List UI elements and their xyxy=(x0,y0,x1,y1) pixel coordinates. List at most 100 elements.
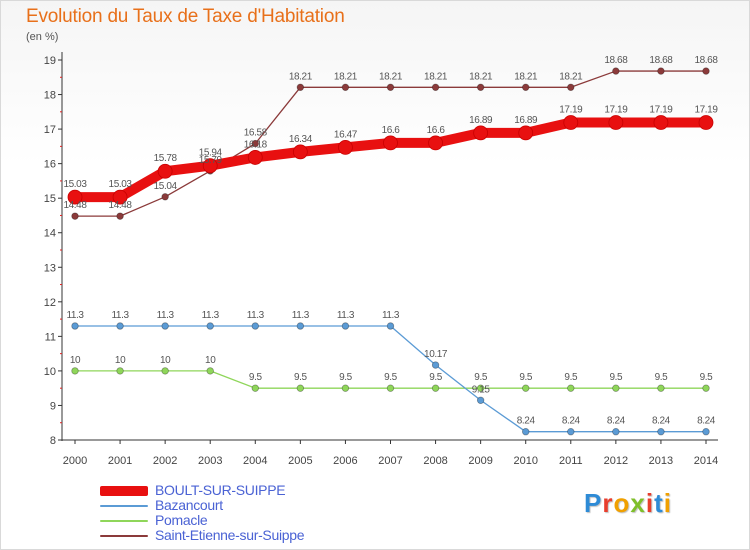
data-label: 9.5 xyxy=(294,372,308,383)
chart-subtitle: (en %) xyxy=(26,31,59,43)
y-tick-label: 12 xyxy=(44,297,56,309)
x-tick-label: 2001 xyxy=(108,455,132,467)
data-label: 15.04 xyxy=(154,181,178,192)
y-tick-label: 17 xyxy=(44,124,56,136)
series-point-1 xyxy=(431,361,440,369)
legend-swatch xyxy=(100,505,148,507)
series-point-3 xyxy=(567,83,575,91)
x-tick-label: 2007 xyxy=(378,455,402,467)
data-label: 11.3 xyxy=(292,310,310,321)
logo-letter: P xyxy=(584,488,603,518)
data-label: 10 xyxy=(205,355,216,366)
series-point-2 xyxy=(567,384,575,392)
data-label: 16.89 xyxy=(469,115,493,126)
x-tick-label: 2006 xyxy=(333,455,357,467)
x-tick-label: 2008 xyxy=(423,455,447,467)
series-point-1 xyxy=(341,322,350,330)
data-label: 8.24 xyxy=(562,416,581,427)
series-point-2 xyxy=(116,367,124,375)
y-tick-label: 10 xyxy=(44,366,56,378)
series-point-2 xyxy=(386,384,395,392)
data-label: 9.5 xyxy=(610,372,624,383)
series-point-2 xyxy=(71,367,79,375)
data-label: 14.48 xyxy=(63,200,87,211)
series-point-1 xyxy=(657,428,665,436)
data-label: 10 xyxy=(70,355,81,366)
y-tick-label: 16 xyxy=(44,159,56,171)
data-labels: 14.48 14.48 15.04 15.79 16.58 18.21 18.21 18.21… xyxy=(63,55,718,427)
data-label: 18.21 xyxy=(514,71,538,82)
data-label: 9.5 xyxy=(249,372,263,383)
legend: BOULT-SUR-SUIPPE Bazancourt Pomacle Saint-E… xyxy=(100,482,360,543)
axes: 8 9 10 11 12 13 14 15 16 17 18 19 2000 2001 2002 2003 20… xyxy=(44,52,718,467)
series-point-3 xyxy=(386,83,395,91)
data-label: 15.03 xyxy=(63,179,87,190)
series-point-0 xyxy=(338,139,353,155)
data-label: 15.94 xyxy=(199,148,223,159)
data-label: 18.21 xyxy=(424,71,448,82)
x-tick-label: 2010 xyxy=(513,455,537,467)
data-label: 8.24 xyxy=(697,416,716,427)
series-point-2 xyxy=(612,384,620,392)
logo-letter: o xyxy=(613,488,631,518)
data-label: 9.5 xyxy=(564,372,578,383)
series-point-2 xyxy=(702,384,710,392)
series-point-2 xyxy=(206,367,214,375)
data-label: 18.21 xyxy=(559,71,583,82)
data-label: 10 xyxy=(160,355,171,366)
series-point-3 xyxy=(296,83,305,91)
data-label: 9.5 xyxy=(339,372,353,383)
data-label: 16.89 xyxy=(514,115,538,126)
data-label: 11.3 xyxy=(337,310,355,321)
y-tick-label: 18 xyxy=(44,90,56,102)
series-point-2 xyxy=(476,384,485,392)
data-label: 18.21 xyxy=(334,71,358,82)
data-label: 18.68 xyxy=(649,55,673,66)
x-tick-label: 2003 xyxy=(198,455,222,467)
data-label: 10.17 xyxy=(424,349,448,360)
series-point-0 xyxy=(292,144,308,160)
data-label: 9.5 xyxy=(474,372,488,383)
data-label: 11.3 xyxy=(202,310,220,321)
series-point-0 xyxy=(563,115,579,130)
series-point-0 xyxy=(518,125,534,141)
series-point-3 xyxy=(522,83,530,91)
series-point-3 xyxy=(657,67,665,75)
logo-letter: r xyxy=(602,488,614,518)
data-label: 11.3 xyxy=(157,310,175,321)
series-point-2 xyxy=(161,367,169,375)
y-tick-label: 19 xyxy=(44,55,56,67)
data-label: 15.79 xyxy=(199,155,223,166)
legend-label: Pomacle xyxy=(155,512,208,528)
data-label: 8.24 xyxy=(607,416,626,427)
series-point-0 xyxy=(473,125,489,141)
series-point-0 xyxy=(653,115,669,130)
data-label: 16.6 xyxy=(382,125,401,136)
proxiti-logo: Proxiti xyxy=(584,488,672,519)
series-point-0 xyxy=(112,189,128,205)
series-point-1 xyxy=(116,322,124,330)
series-point-1 xyxy=(476,396,485,404)
data-label: 9.5 xyxy=(429,372,443,383)
legend-label: BOULT-SUR-SUIPPE xyxy=(155,482,286,498)
data-label: 9.5 xyxy=(655,372,669,383)
x-tick-label: 2005 xyxy=(288,455,312,467)
data-label: 17.19 xyxy=(694,105,718,116)
data-label: 9.15 xyxy=(472,384,491,395)
data-label: 16.6 xyxy=(427,125,446,136)
data-label: 9.5 xyxy=(519,372,533,383)
series-point-2 xyxy=(296,384,305,392)
series-point-1 xyxy=(567,428,575,436)
legend-swatch xyxy=(100,535,148,537)
logo-letter: x xyxy=(630,488,646,518)
series-point-2 xyxy=(341,384,350,392)
data-label: 18.68 xyxy=(694,55,718,66)
data-label: 11.3 xyxy=(112,310,130,321)
legend-item: Pomacle xyxy=(100,512,360,528)
data-label: 14.48 xyxy=(109,200,133,211)
data-label: 18.21 xyxy=(289,71,313,82)
data-label: 18.68 xyxy=(604,55,628,66)
series-point-3 xyxy=(116,212,124,220)
